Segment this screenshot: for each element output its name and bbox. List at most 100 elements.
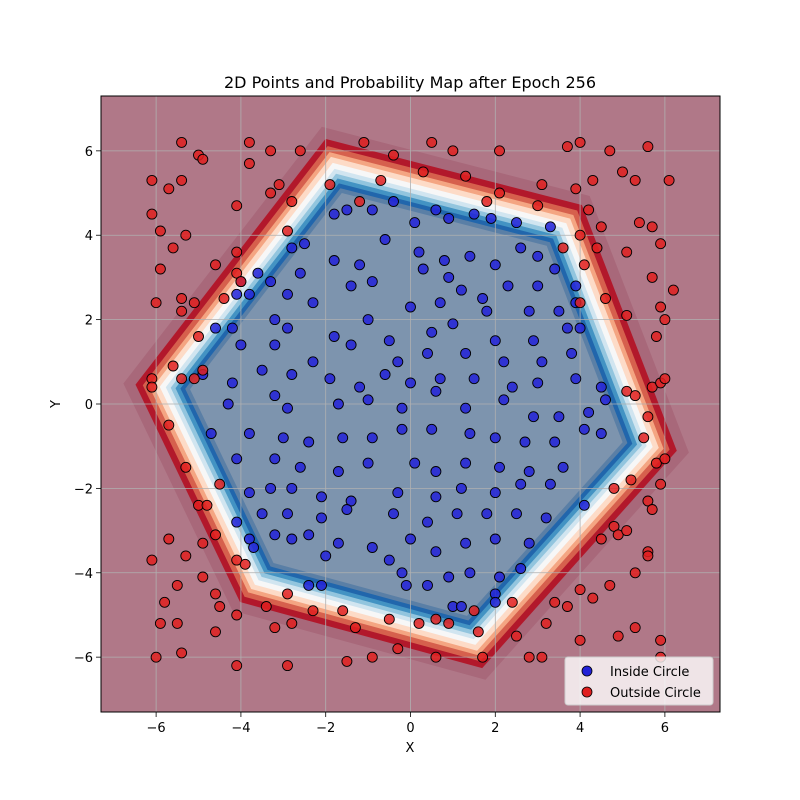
outside-point-61 xyxy=(218,293,230,304)
outside-point-22 xyxy=(460,170,472,182)
outside-point-85 xyxy=(650,457,662,469)
inside-point-24 xyxy=(252,267,264,279)
outside-point-103 xyxy=(595,533,607,545)
outside-point-124 xyxy=(604,579,616,591)
outside-points-series xyxy=(146,136,679,672)
inside-point-114 xyxy=(362,457,374,469)
y-tick-label-3: 0 xyxy=(85,398,93,413)
outside-point-117 xyxy=(337,605,349,617)
inside-point-67 xyxy=(536,356,548,368)
outside-point-53 xyxy=(591,242,603,254)
inside-point-130 xyxy=(515,478,527,490)
inside-point-115 xyxy=(409,457,421,469)
outside-point-17 xyxy=(243,158,255,169)
outside-point-39 xyxy=(532,200,544,212)
y-tick-label-6: 6 xyxy=(85,145,93,160)
outside-point-51 xyxy=(282,225,293,237)
inside-point-49 xyxy=(269,314,281,326)
outside-point-130 xyxy=(269,622,281,634)
inside-point-17 xyxy=(438,255,450,266)
inside-point-112 xyxy=(294,461,306,473)
inside-points-series xyxy=(197,196,611,612)
inside-point-149 xyxy=(366,542,378,553)
outside-point-25 xyxy=(570,183,582,195)
outside-point-66 xyxy=(621,309,633,321)
inside-point-20 xyxy=(515,242,527,254)
outside-point-27 xyxy=(617,166,628,178)
x-tick-label-4: 2 xyxy=(491,721,499,736)
outside-point-73 xyxy=(176,373,188,385)
outside-point-88 xyxy=(180,461,192,473)
inside-point-18 xyxy=(464,250,476,262)
inside-point-91 xyxy=(498,394,510,406)
outside-point-78 xyxy=(629,390,641,402)
inside-point-1 xyxy=(328,208,340,220)
inside-point-34 xyxy=(532,280,544,292)
outside-point-109 xyxy=(159,596,171,608)
outside-point-150 xyxy=(392,643,404,655)
inside-point-127 xyxy=(430,491,442,503)
inside-point-74 xyxy=(354,381,366,393)
outside-point-138 xyxy=(511,630,522,642)
inside-point-10 xyxy=(544,221,556,233)
inside-point-28 xyxy=(366,276,378,288)
inside-point-141 xyxy=(481,508,493,520)
outside-point-21 xyxy=(417,166,429,178)
outside-point-48 xyxy=(210,259,221,271)
inside-point-9 xyxy=(511,217,522,229)
inside-point-59 xyxy=(235,339,247,351)
outside-point-91 xyxy=(214,478,226,490)
inside-point-145 xyxy=(269,529,281,541)
y-tick-label-2: −2 xyxy=(74,482,93,497)
inside-point-61 xyxy=(307,356,319,368)
inside-point-31 xyxy=(455,284,467,296)
legend-marker-outside xyxy=(581,686,593,698)
inside-point-72 xyxy=(286,369,298,380)
inside-point-79 xyxy=(506,381,518,393)
outside-point-148 xyxy=(341,655,353,667)
inside-point-3 xyxy=(388,196,399,207)
inside-point-156 xyxy=(320,550,332,562)
inside-point-135 xyxy=(282,508,293,520)
inside-point-43 xyxy=(481,305,493,317)
inside-point-126 xyxy=(392,487,404,499)
x-tick-label-3: 0 xyxy=(406,721,414,736)
inside-point-93 xyxy=(553,411,565,423)
outside-point-26 xyxy=(587,174,599,186)
outside-point-37 xyxy=(375,174,387,186)
outside-point-56 xyxy=(578,259,590,271)
y-axis-ticks: −6 −4 −2 0 2 4 6 xyxy=(74,145,101,666)
inside-point-125 xyxy=(345,495,357,507)
outside-point-45 xyxy=(574,229,586,241)
inside-point-11 xyxy=(286,242,298,254)
inside-point-170 xyxy=(489,596,501,608)
inside-point-22 xyxy=(549,263,561,275)
inside-point-136 xyxy=(316,512,327,524)
outside-point-119 xyxy=(506,596,518,608)
inside-point-143 xyxy=(540,512,552,524)
outside-point-30 xyxy=(146,208,158,220)
y-tick-label-1: −4 xyxy=(74,567,93,582)
inside-point-41 xyxy=(405,301,416,313)
inside-point-56 xyxy=(528,335,539,347)
outside-point-101 xyxy=(231,554,243,566)
outside-point-84 xyxy=(638,432,650,444)
outside-point-98 xyxy=(180,550,192,562)
outside-point-47 xyxy=(154,263,166,275)
inside-point-98 xyxy=(277,432,289,444)
inside-point-159 xyxy=(422,579,433,591)
inside-point-75 xyxy=(379,369,391,380)
outside-point-63 xyxy=(176,305,188,317)
inside-point-133 xyxy=(231,516,243,528)
inside-point-39 xyxy=(307,297,319,309)
inside-point-44 xyxy=(523,305,535,317)
inside-point-53 xyxy=(426,326,438,338)
inside-point-94 xyxy=(583,406,595,418)
outside-point-92 xyxy=(608,482,620,494)
inside-point-71 xyxy=(256,364,268,376)
outside-point-59 xyxy=(176,293,188,304)
outside-point-125 xyxy=(629,567,641,579)
inside-point-63 xyxy=(392,356,404,368)
outside-point-18 xyxy=(273,179,285,191)
inside-point-117 xyxy=(460,457,472,469)
